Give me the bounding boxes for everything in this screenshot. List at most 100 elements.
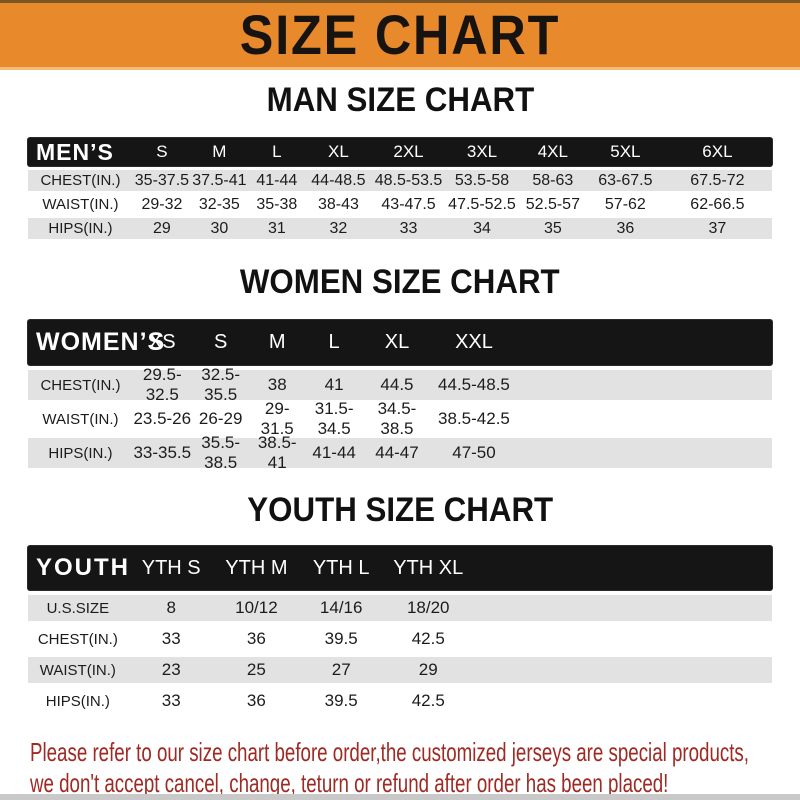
size-column-header: 6XL — [702, 142, 733, 161]
size-cell: 38.5-42.5 — [438, 409, 510, 428]
disclaimer: Please refer to our size chart before or… — [30, 737, 800, 799]
size-cell: 47.5-52.5 — [448, 195, 516, 213]
size-cell: 57-62 — [604, 195, 646, 213]
row-label: U.S.SIZE — [46, 599, 110, 617]
size-cell: 53.5-58 — [454, 171, 510, 189]
row-label: CHEST(IN.) — [40, 376, 121, 394]
size-cell: 42.5 — [411, 691, 445, 710]
size-cell: 36 — [246, 629, 266, 648]
size-cell: 48.5-53.5 — [374, 171, 443, 189]
row-label: CHEST(IN.) — [37, 630, 118, 648]
size-column-header: XL — [384, 331, 410, 353]
size-cell: 36 — [246, 691, 266, 710]
size-column-header: YTH L — [312, 556, 370, 579]
table-row-chest: CHEST(IN.) 29.5-32.5 32.5-35.5 38 41 44.… — [28, 365, 772, 404]
size-column-header: 2XL — [393, 142, 424, 161]
size-column-header: XXL — [455, 331, 493, 353]
women-section-heading-text: WOMEN SIZE CHART — [240, 263, 560, 301]
size-column-header: M — [212, 142, 227, 161]
size-cell: 18/20 — [406, 598, 450, 617]
size-cell: 67.5-72 — [690, 171, 745, 189]
size-column-header: XL — [328, 142, 349, 161]
size-cell: 39.5 — [324, 691, 358, 710]
size-column-header: S — [214, 331, 228, 353]
disclaimer-line-2: we don't accept cancel, change, teturn o… — [30, 768, 669, 798]
size-column-header: YTH S — [141, 556, 201, 579]
size-cell: 35.5-38.5 — [201, 433, 241, 472]
disclaimer-line-1: Please refer to our size chart before or… — [30, 737, 749, 767]
size-cell: 63-67.5 — [598, 171, 653, 189]
size-cell: 29-31.5 — [260, 399, 294, 438]
size-column-header: L — [272, 142, 282, 161]
size-cell: 44.5-48.5 — [438, 375, 510, 394]
size-cell: 14/16 — [319, 598, 363, 617]
women-size-table: WOMEN’S XS S M L XL XXL CHEST(IN.) 29.5-… — [28, 320, 772, 472]
size-cell: 38 — [267, 375, 287, 394]
size-cell: 27 — [331, 660, 351, 679]
row-label: WAIST(IN.) — [42, 196, 119, 213]
size-cell: 34.5-38.5 — [377, 399, 417, 438]
size-cell: 29.5-32.5 — [142, 365, 182, 404]
size-cell: 23.5-26 — [133, 409, 192, 428]
size-cell: 42.5 — [411, 629, 445, 648]
table-row-hips: HIPS(IN.) 33 36 39.5 42.5 — [28, 688, 772, 714]
size-cell: 52.5-57 — [525, 195, 580, 213]
men-table-title: MEN’S — [36, 138, 114, 165]
size-cell: 62-66.5 — [690, 195, 745, 213]
size-cell: 33-35.5 — [133, 443, 192, 462]
table-row-chest: CHEST(IN.) 35-37.5 37.5-41 41-44 44-48.5… — [28, 170, 772, 191]
youth-size-table: YOUTH YTH S YTH M YTH L YTH XL U.S.SIZE … — [28, 546, 772, 714]
size-cell: 35 — [543, 219, 562, 237]
size-cell: 32.5-35.5 — [201, 365, 241, 404]
size-cell: 41 — [324, 375, 344, 394]
size-cell: 35-37.5 — [134, 171, 190, 189]
size-cell: 43-47.5 — [381, 195, 436, 213]
size-cell: 37.5-41 — [192, 171, 247, 189]
page-title: SIZE CHART — [239, 3, 561, 66]
size-cell: 41-44 — [256, 171, 298, 189]
size-cell: 58-63 — [532, 171, 574, 189]
table-row-waist: WAIST(IN.) 23 25 27 29 — [28, 657, 772, 683]
row-label: CHEST(IN.) — [40, 172, 121, 189]
size-cell: 26-29 — [198, 409, 243, 428]
table-row-us-size: U.S.SIZE 8 10/12 14/16 18/20 — [28, 595, 772, 621]
size-cell: 29 — [418, 660, 438, 679]
table-row-hips: HIPS(IN.) 29 30 31 32 33 34 35 36 37 — [28, 218, 772, 239]
row-label: WAIST(IN.) — [42, 410, 119, 428]
women-section-heading: WOMEN SIZE CHART — [0, 265, 800, 300]
youth-section-heading: YOUTH SIZE CHART — [0, 493, 800, 528]
size-cell: 44.5 — [380, 375, 414, 394]
size-cell: 47-50 — [452, 443, 496, 462]
row-label: HIPS(IN.) — [45, 692, 110, 710]
men-section-heading: MAN SIZE CHART — [0, 83, 800, 118]
size-cell: 25 — [246, 660, 266, 679]
table-row-waist: WAIST(IN.) 29-32 32-35 35-38 38-43 43-47… — [28, 194, 772, 215]
women-table-title: WOMEN’S — [36, 328, 166, 356]
size-cell: 38.5-41 — [257, 433, 297, 472]
size-cell: 31 — [267, 219, 286, 237]
row-label: HIPS(IN.) — [48, 220, 113, 237]
men-section-heading-text: MAN SIZE CHART — [266, 81, 534, 119]
youth-section-heading-text: YOUTH SIZE CHART — [247, 491, 553, 529]
size-column-header: S — [156, 142, 168, 161]
size-cell: 35-38 — [256, 195, 298, 213]
size-cell: 38-43 — [317, 195, 359, 213]
size-column-header: YTH XL — [393, 556, 464, 579]
size-column-header: XS — [148, 331, 176, 353]
table-row-hips: HIPS(IN.) 33-35.5 35.5-38.5 38.5-41 41-4… — [28, 433, 772, 472]
size-column-header: M — [268, 331, 286, 353]
size-cell: 34 — [473, 219, 491, 237]
size-cell: 32-35 — [198, 195, 240, 213]
size-column-header: 4XL — [537, 142, 568, 161]
table-row-waist: WAIST(IN.) 23.5-26 26-29 29-31.5 31.5-34… — [28, 399, 772, 438]
size-cell: 33 — [399, 219, 418, 237]
size-cell: 31.5-34.5 — [314, 399, 354, 438]
size-cell: 30 — [210, 219, 229, 237]
youth-table-header-row: YOUTH YTH S YTH M YTH L YTH XL — [28, 546, 772, 590]
row-label: WAIST(IN.) — [39, 661, 116, 679]
youth-table-title: YOUTH — [36, 554, 130, 581]
size-cell: 36 — [616, 219, 635, 237]
size-column-header: YTH M — [225, 556, 288, 579]
size-column-header: 3XL — [466, 142, 498, 161]
